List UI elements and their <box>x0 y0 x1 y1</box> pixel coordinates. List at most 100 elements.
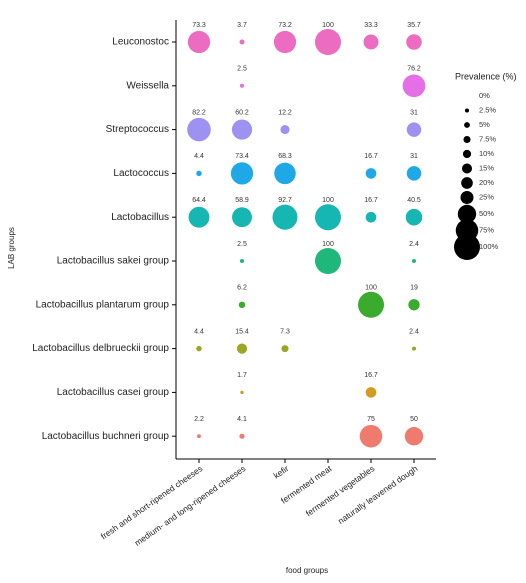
bubble <box>315 29 341 55</box>
value-label: 4.4 <box>194 153 204 160</box>
bubble <box>197 434 201 439</box>
value-label: 16.7 <box>364 197 378 204</box>
legend-label: 10% <box>479 149 494 158</box>
y-tick-label: Lactococcus <box>113 168 169 179</box>
bubble <box>358 291 384 318</box>
bubble <box>239 83 245 88</box>
bubble <box>232 207 252 228</box>
bubble <box>365 387 377 398</box>
bubble <box>406 122 422 137</box>
y-tick-label: Lactobacillus casei group <box>57 387 170 398</box>
bubble <box>406 166 422 181</box>
value-label: 2.5 <box>237 66 247 73</box>
legend-label: 75% <box>479 225 494 234</box>
legend-label: 2.5% <box>479 105 496 114</box>
legend-bubble <box>461 177 473 189</box>
bubble <box>281 345 289 353</box>
legend-title: Prevalence (%) <box>455 71 517 81</box>
value-label: 92.7 <box>278 197 292 204</box>
value-label: 31 <box>410 153 418 160</box>
value-label: 100 <box>322 197 334 204</box>
y-tick-label: Leuconostoc <box>112 37 169 48</box>
bubble <box>236 343 248 354</box>
value-label: 19 <box>410 285 418 292</box>
value-label: 2.2 <box>194 416 204 423</box>
value-label: 82.2 <box>192 109 206 116</box>
value-label: 76.2 <box>407 66 421 73</box>
value-label: 100 <box>322 22 334 29</box>
legend-label: 25% <box>479 192 494 201</box>
bubble <box>404 427 424 446</box>
bubble <box>238 301 246 309</box>
value-label: 4.4 <box>194 328 204 335</box>
bubble <box>274 162 296 185</box>
bubble <box>273 30 297 54</box>
value-label: 50 <box>410 416 418 423</box>
legend-label: 7.5% <box>479 134 496 143</box>
value-label: 3.7 <box>237 22 247 29</box>
legend-label: 20% <box>479 178 494 187</box>
legend-label: 15% <box>479 163 494 172</box>
bubble <box>280 125 290 135</box>
bubble <box>196 170 202 177</box>
value-label: 75 <box>367 416 375 423</box>
y-tick-label: Lactobacillus plantarum group <box>36 299 170 310</box>
value-label: 73.3 <box>192 22 206 29</box>
bubble <box>230 162 254 185</box>
value-label: 4.1 <box>237 416 247 423</box>
legend-bubble <box>457 204 477 224</box>
legend-bubble <box>463 135 471 144</box>
legend-bubble <box>464 122 470 128</box>
legend-bubble <box>461 163 473 174</box>
bubble <box>408 299 420 311</box>
value-label: 16.7 <box>364 153 378 160</box>
legend-label: 50% <box>479 209 494 218</box>
y-tick-label: Streptococcus <box>106 124 169 135</box>
value-label: 58.9 <box>235 197 249 204</box>
y-tick-label: Lactobacillus sakei group <box>57 256 170 267</box>
y-tick-label: Weissella <box>126 80 169 91</box>
value-label: 60.2 <box>235 109 249 116</box>
bubble <box>365 168 377 179</box>
bubble <box>188 206 210 228</box>
value-label: 100 <box>365 285 377 292</box>
value-label: 2.4 <box>409 328 419 335</box>
value-label: 15.4 <box>235 328 249 335</box>
value-label: 73.4 <box>235 153 249 160</box>
value-label: 7.3 <box>280 328 290 335</box>
value-label: 40.5 <box>407 197 421 204</box>
value-label: 73.2 <box>278 22 292 29</box>
bubble <box>315 248 341 274</box>
bubble <box>239 39 245 45</box>
legend-bubble <box>460 191 474 204</box>
bubble <box>239 258 245 264</box>
value-label: 2.4 <box>409 241 419 248</box>
bubble <box>196 345 202 352</box>
legend-label: 100% <box>479 242 499 251</box>
bubble <box>402 74 426 98</box>
legend-label: 5% <box>479 120 490 129</box>
legend-bubble <box>464 108 470 113</box>
bubble <box>239 433 245 439</box>
value-label: 33.3 <box>364 22 378 29</box>
x-tick-label: naturally leavened dough <box>336 463 420 526</box>
value-label: 16.7 <box>364 372 378 379</box>
y-tick-label: Lactobacillus delbrueckii group <box>32 343 169 354</box>
y-tick-label: Lactobacillus buchneri group <box>42 431 170 442</box>
legend-bubble <box>462 149 472 159</box>
bubble <box>405 208 423 226</box>
bubble <box>272 204 298 230</box>
value-label: 100 <box>322 241 334 248</box>
legend-bubble <box>454 234 480 260</box>
bubble <box>406 34 422 50</box>
bubble <box>365 211 377 223</box>
bubble <box>187 117 211 142</box>
value-label: 12.2 <box>278 109 292 116</box>
bubble <box>411 346 417 351</box>
bubble <box>363 34 379 50</box>
y-axis-title: LAB groups <box>7 227 16 269</box>
legend-label: 0% <box>479 91 490 100</box>
bubble <box>315 204 341 231</box>
value-label: 35.7 <box>407 22 421 29</box>
